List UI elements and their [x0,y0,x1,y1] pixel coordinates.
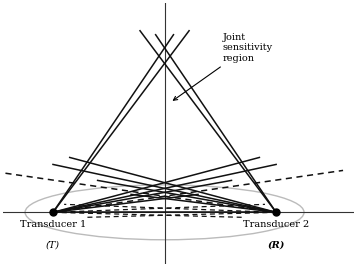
Text: Joint
sensitivity
region: Joint sensitivity region [174,33,273,100]
Text: Transducer 2: Transducer 2 [243,220,309,229]
Text: Transducer 1: Transducer 1 [20,220,86,229]
Text: (R): (R) [267,240,285,249]
Text: (T): (T) [46,240,60,249]
